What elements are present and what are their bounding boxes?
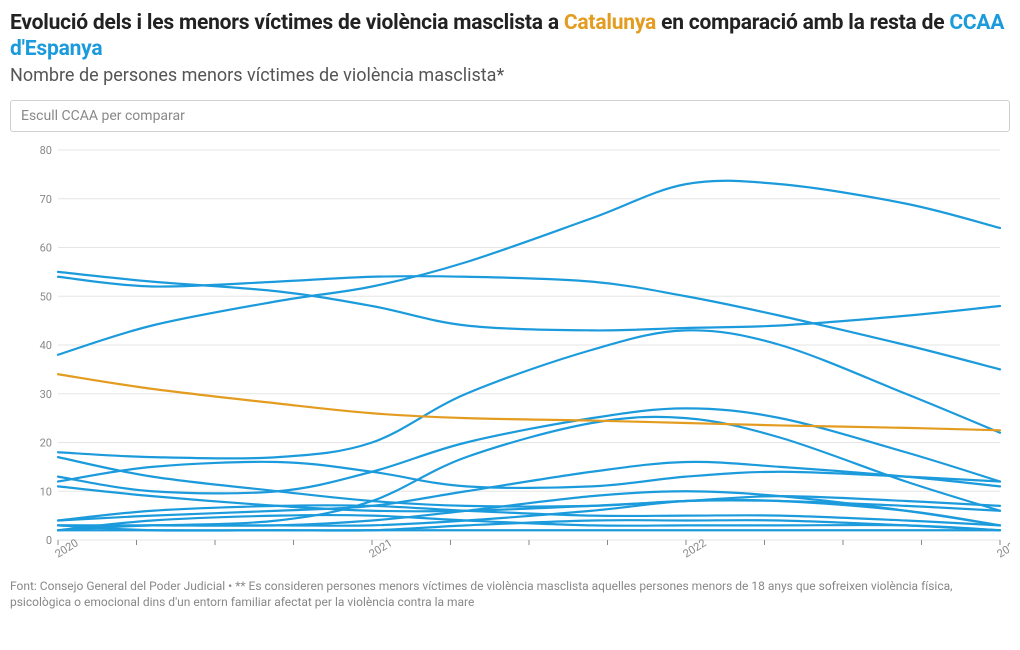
title-part2: en comparació amb la resta de — [656, 11, 949, 35]
chart-subtitle: Nombre de persones menors víctimes de vi… — [10, 65, 1010, 86]
svg-text:50: 50 — [40, 290, 52, 303]
svg-text:80: 80 — [40, 144, 52, 157]
ccaa-selector[interactable]: Escull CCAA per comparar — [10, 100, 1010, 132]
svg-text:10: 10 — [40, 485, 52, 498]
chart-area: 010203040506070802020202120222023 — [10, 140, 1010, 570]
chart-footnote: Font: Consejo General del Poder Judicial… — [10, 578, 1010, 610]
title-part1: Evolució dels i les menors víctimes de v… — [10, 11, 564, 35]
svg-text:40: 40 — [40, 339, 52, 352]
svg-text:60: 60 — [40, 241, 52, 254]
svg-text:30: 30 — [40, 387, 52, 400]
ccaa-selector-placeholder: Escull CCAA per comparar — [21, 108, 185, 124]
svg-text:20: 20 — [40, 436, 52, 449]
svg-text:0: 0 — [46, 534, 52, 547]
chart-title: Evolució dels i les menors víctimes de v… — [10, 10, 1010, 63]
line-chart-svg: 010203040506070802020202120222023 — [10, 140, 1010, 570]
title-highlight: Catalunya — [564, 11, 656, 35]
svg-text:70: 70 — [40, 192, 52, 205]
